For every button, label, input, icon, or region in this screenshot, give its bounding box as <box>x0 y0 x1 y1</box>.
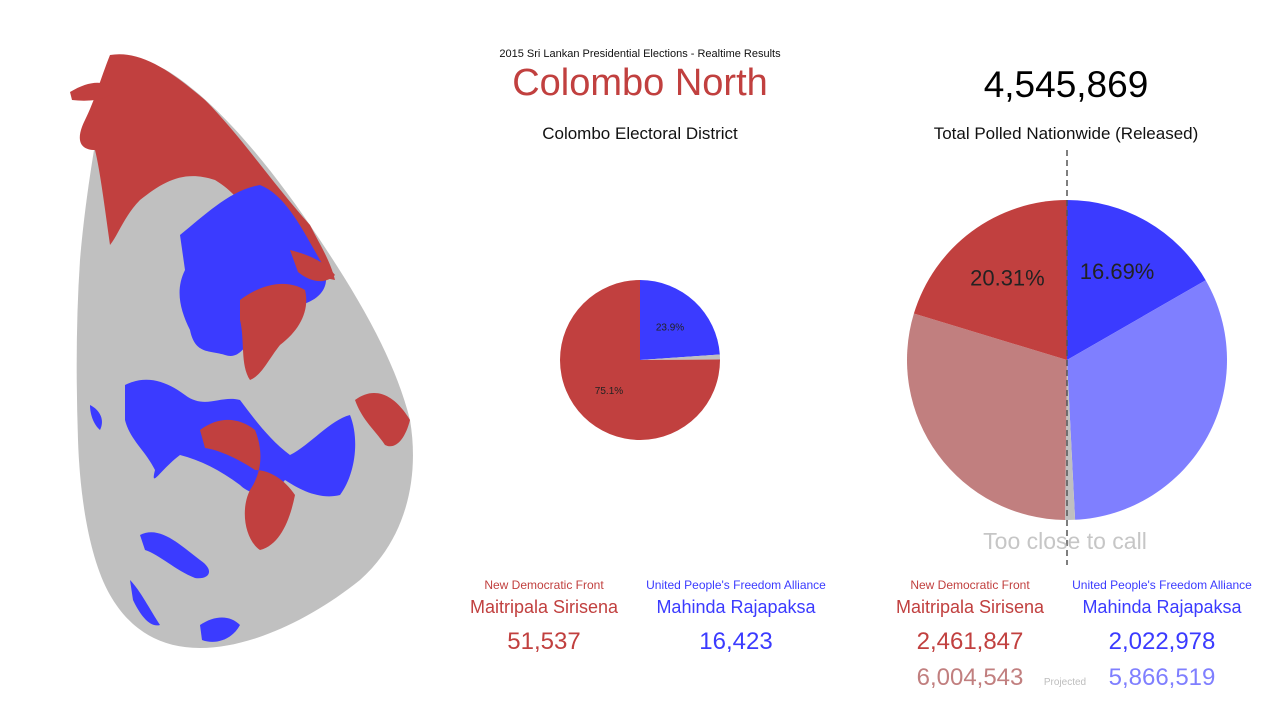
national-ndf-votes: 2,461,847 <box>916 628 1024 655</box>
map-region-east-red <box>355 392 410 447</box>
national-upfa-projected: 5,866,519 <box>1108 664 1216 691</box>
sri-lanka-results-map <box>70 54 413 648</box>
local-upfa-party: United People's Freedom Alliance <box>646 578 826 592</box>
seat-title: Colombo North <box>512 62 768 104</box>
local-upfa-candidate: Mahinda Rajapaksa <box>656 597 816 617</box>
map-region-south-coast-blue <box>200 617 240 642</box>
national-pie-slice-3 <box>907 313 1067 520</box>
local-pie-slice-0 <box>640 280 720 360</box>
national-results-pie: 16.69% 20.31% <box>907 150 1227 565</box>
local-upfa-votes: 16,423 <box>699 628 773 655</box>
map-region-central-red <box>240 283 307 380</box>
national-upfa-votes: 2,022,978 <box>1108 628 1216 655</box>
local-ndf-candidate: Maitripala Sirisena <box>469 597 619 617</box>
map-region-coast-blue <box>130 580 160 626</box>
local-pie-label-0: 23.9% <box>656 322 684 333</box>
national-pie-slice-4 <box>913 200 1067 360</box>
status-too-close: Too close to call <box>983 528 1147 554</box>
total-polled-label: Total Polled Nationwide (Released) <box>933 124 1199 143</box>
district-title: Colombo Electoral District <box>542 124 738 143</box>
national-pie-slice-1 <box>1067 280 1227 520</box>
chart-title: 2015 Sri Lankan Presidential Elections -… <box>499 48 781 60</box>
projected-label: Projected <box>1043 677 1087 688</box>
local-pie-slice-1 <box>640 354 720 360</box>
national-ndf-party: New Democratic Front <box>910 578 1030 592</box>
map-region-west-blue <box>90 405 102 430</box>
national-pie-label-0: 16.69% <box>1080 259 1155 284</box>
national-pie-label-4: 20.31% <box>970 265 1045 290</box>
total-polled-number: 4,545,869 <box>983 64 1149 105</box>
map-region-south-red <box>200 419 295 550</box>
local-pie-slice-2 <box>560 280 720 440</box>
national-pie-slice-0 <box>1067 200 1206 360</box>
map-region-sw-blue <box>140 532 210 579</box>
national-ndf-projected: 6,004,543 <box>916 664 1024 691</box>
map-region-east-red-2 <box>290 250 335 282</box>
national-ndf-candidate: Maitripala Sirisena <box>895 597 1045 617</box>
local-ndf-party: New Democratic Front <box>484 578 604 592</box>
local-ndf-votes: 51,537 <box>507 628 581 655</box>
national-upfa-party: United People's Freedom Alliance <box>1072 578 1252 592</box>
national-upfa-candidate: Mahinda Rajapaksa <box>1082 597 1242 617</box>
local-results-pie: 23.9% 75.1% <box>560 280 720 440</box>
local-pie-label-2: 75.1% <box>595 386 623 397</box>
map-region-jaffna <box>70 82 115 101</box>
